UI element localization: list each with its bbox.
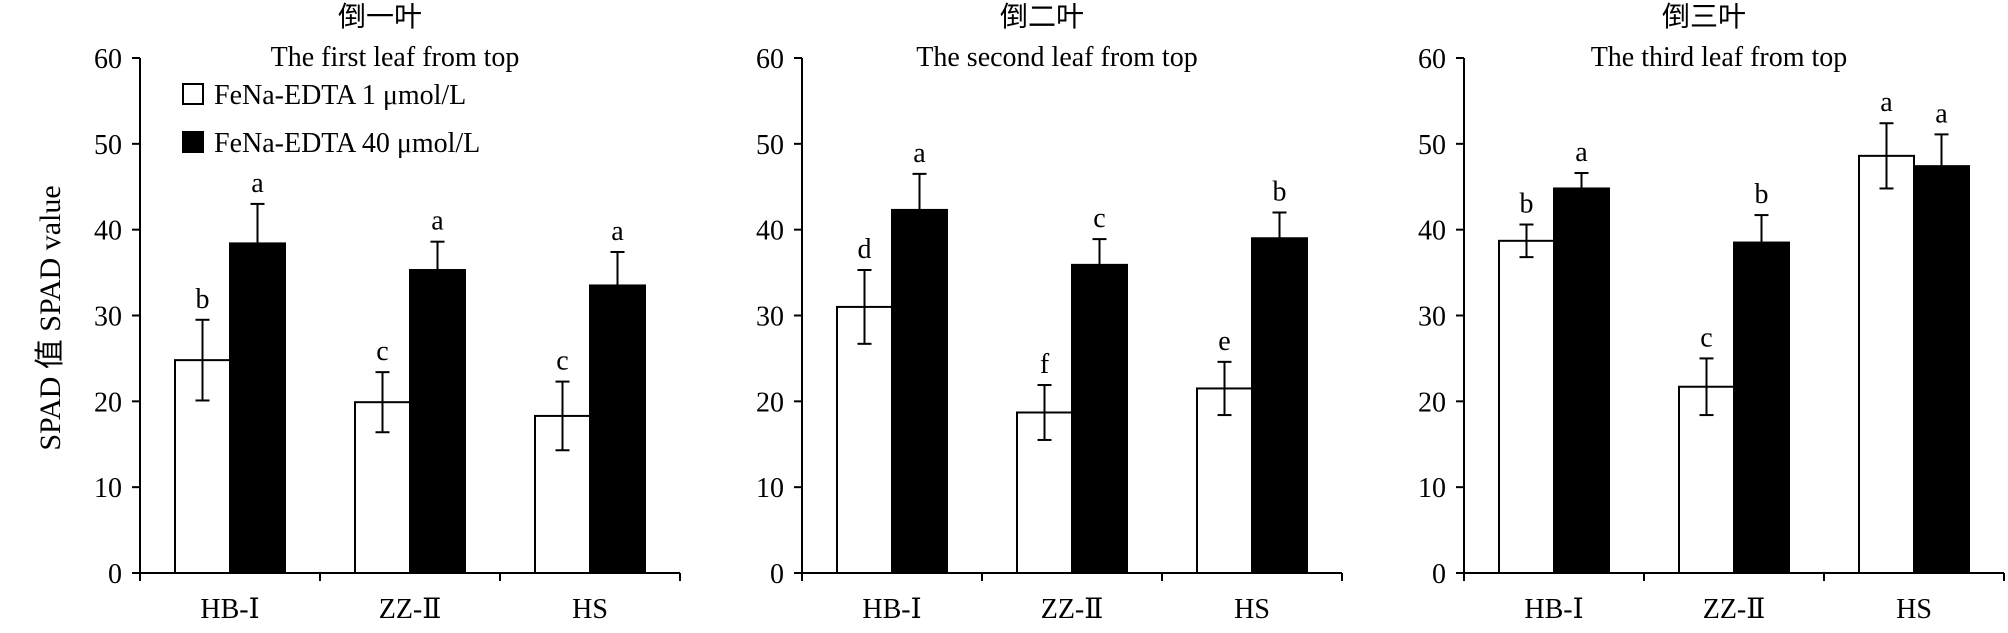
y-tick-label: 30 <box>756 302 784 333</box>
y-tick-label: 0 <box>1432 559 1446 590</box>
significance-letter: b <box>1520 189 1534 220</box>
y-tick-label: 60 <box>94 44 122 75</box>
bar <box>1733 241 1790 575</box>
significance-letter: a <box>611 216 624 247</box>
y-tick-label: 60 <box>756 44 784 75</box>
y-tick-label: 20 <box>756 387 784 418</box>
significance-letter: a <box>913 138 926 169</box>
bar <box>1498 239 1555 574</box>
y-tick-label: 0 <box>770 559 784 590</box>
bar <box>1251 237 1308 574</box>
y-tick-label: 40 <box>94 216 122 247</box>
y-tick-label: 10 <box>94 473 122 504</box>
significance-letter: a <box>1575 137 1588 168</box>
significance-letter: c <box>376 336 388 367</box>
bar <box>1678 385 1735 574</box>
bar <box>589 284 646 574</box>
x-tick-label: HS <box>1234 594 1270 625</box>
x-tick-label: HB-Ⅰ <box>1524 594 1583 625</box>
bar <box>836 305 893 574</box>
significance-letter: b <box>1273 177 1287 208</box>
legend-swatch <box>182 83 204 105</box>
chart-title: 倒一叶 <box>338 1 422 33</box>
bar <box>1553 187 1610 574</box>
significance-letter: b <box>1755 179 1769 210</box>
bar <box>1196 387 1253 575</box>
significance-letter: f <box>1040 349 1050 380</box>
bar <box>891 208 948 575</box>
chart-subtitle: The first leaf from top <box>271 42 520 73</box>
x-tick-label: HB-Ⅰ <box>200 594 259 625</box>
x-tick-label: ZZ-Ⅱ <box>379 594 442 625</box>
y-tick-label: 0 <box>108 559 122 590</box>
significance-letter: b <box>196 284 210 315</box>
x-tick-label: HS <box>572 594 608 625</box>
significance-letter: a <box>1880 87 1893 118</box>
y-tick-label: 40 <box>756 216 784 247</box>
legend-swatch <box>182 131 204 153</box>
legend-label: FeNa-EDTA 40 μmol/L <box>214 128 480 159</box>
chart-panel-3: 倒三叶 The third leaf from top 0 10 20 30 40 50 60 H… <box>1418 1 2005 625</box>
significance-letter: c <box>556 346 568 377</box>
x-tick-label: HS <box>1896 594 1932 625</box>
legend: FeNa-EDTA 1 μmol/L FeNa-EDTA 40 μmol/L <box>182 80 480 159</box>
significance-letter: e <box>1218 326 1230 357</box>
y-tick-label: 30 <box>1418 302 1446 333</box>
chart-title: 倒三叶 <box>1662 1 1746 33</box>
y-tick-label: 30 <box>94 302 122 333</box>
y-tick-label: 50 <box>1418 130 1446 161</box>
x-tick-label: ZZ-Ⅱ <box>1703 594 1766 625</box>
significance-letter: d <box>858 234 872 265</box>
y-tick-label: 10 <box>756 473 784 504</box>
significance-letter: c <box>1700 322 1712 353</box>
y-axis-label: SPAD 值 SPAD value <box>34 185 67 450</box>
y-tick-label: 50 <box>756 130 784 161</box>
chart-title: 倒二叶 <box>1000 1 1084 33</box>
legend-label: FeNa-EDTA 1 μmol/L <box>214 80 466 111</box>
significance-letter: a <box>431 206 444 237</box>
y-tick-label: 60 <box>1418 44 1446 75</box>
chart-panel-2: 倒二叶 The second leaf from top 0 10 20 30 40 50 60… <box>756 1 1343 625</box>
y-tick-label: 50 <box>94 130 122 161</box>
y-tick-label: 10 <box>1418 473 1446 504</box>
chart-panel-1: 倒一叶 The first leaf from top 0 10 20 30 40 50 60 H… <box>94 1 681 625</box>
bar <box>1858 154 1915 574</box>
x-tick-label: ZZ-Ⅱ <box>1041 594 1104 625</box>
significance-letter: c <box>1093 203 1105 234</box>
significance-letter: a <box>251 168 264 199</box>
y-tick-label: 40 <box>1418 216 1446 247</box>
chart-panels: 倒一叶 The first leaf from top 0 10 20 30 40 50 60 H… <box>94 1 2005 625</box>
y-tick-label: 20 <box>94 387 122 418</box>
chart-subtitle: The third leaf from top <box>1591 42 1848 73</box>
bar <box>409 269 466 574</box>
bar <box>229 242 286 574</box>
bar <box>1913 165 1970 574</box>
y-tick-label: 20 <box>1418 387 1446 418</box>
chart-subtitle: The second leaf from top <box>916 42 1197 73</box>
significance-letter: a <box>1935 98 1948 129</box>
bar <box>1071 263 1128 574</box>
x-tick-label: HB-Ⅰ <box>862 594 921 625</box>
